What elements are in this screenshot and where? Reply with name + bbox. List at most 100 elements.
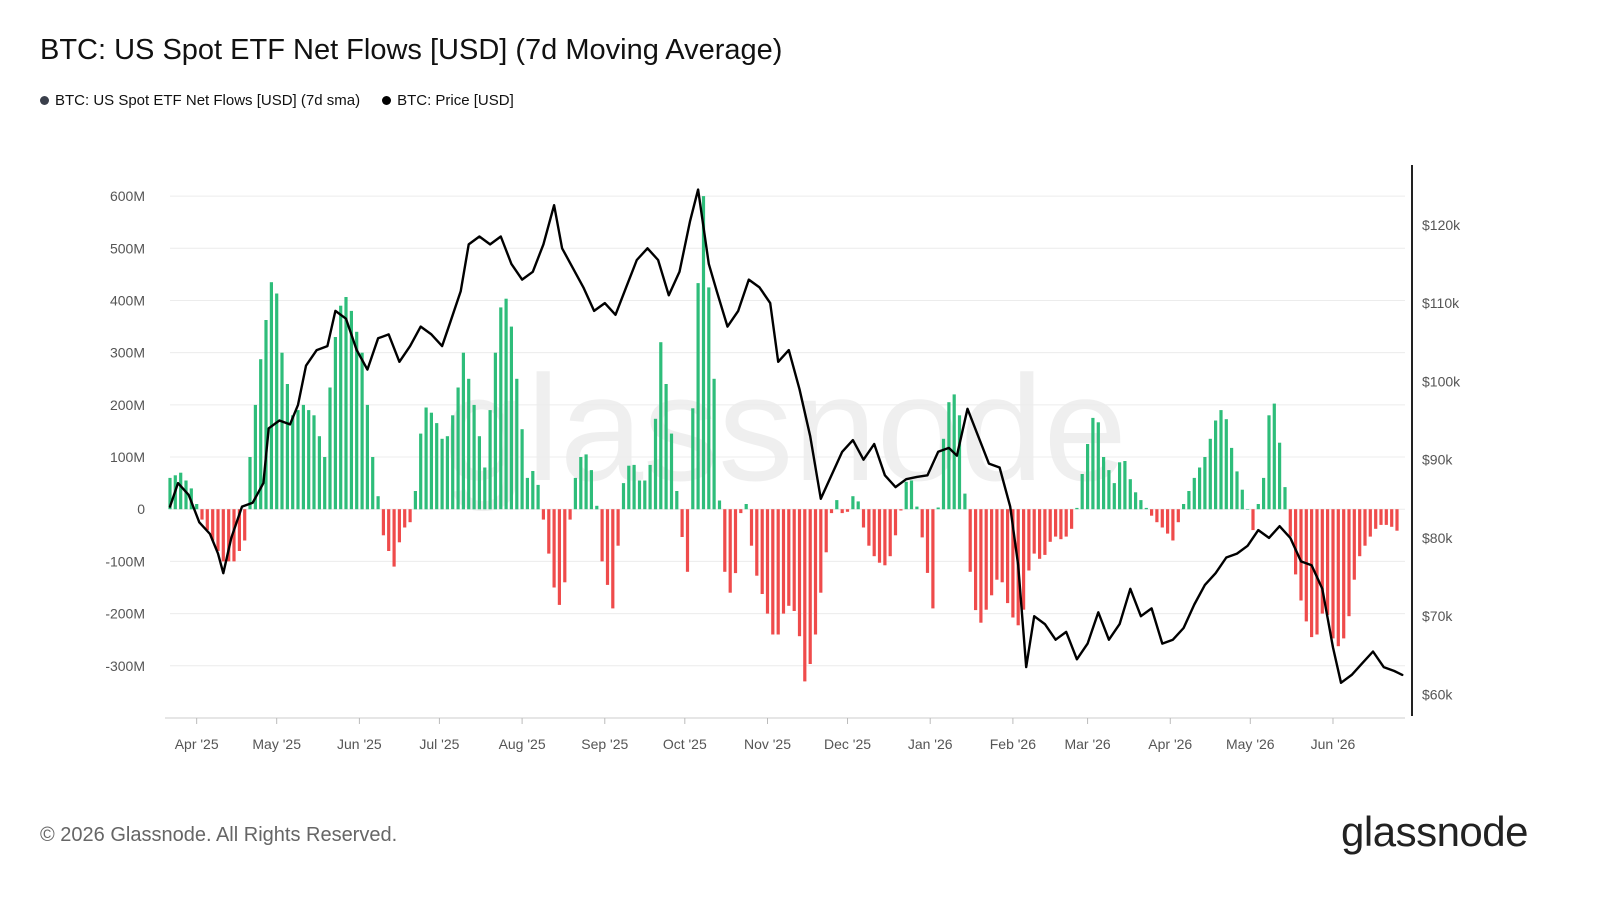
- flow-bar: [653, 418, 658, 510]
- x-tick-label: Oct '25: [663, 736, 707, 752]
- flow-bar: [184, 480, 188, 510]
- flow-bar: [1150, 509, 1154, 516]
- flow-bar: [819, 509, 823, 593]
- flow-bar: [909, 480, 914, 510]
- flow-bar: [1320, 509, 1324, 614]
- x-tick-label: Jan '26: [908, 736, 953, 752]
- x-tick-label: Jun '26: [1311, 736, 1356, 752]
- flow-bar: [248, 457, 252, 510]
- flow-bar: [1048, 509, 1052, 542]
- flow-bar: [301, 404, 305, 510]
- flow-bar: [1368, 509, 1372, 537]
- flow-bar: [264, 320, 268, 510]
- flow-bar: [1043, 509, 1047, 555]
- flow-bar: [1315, 509, 1319, 635]
- flow-bar: [371, 457, 375, 510]
- flow-bar: [461, 352, 465, 510]
- x-tick-label: Aug '25: [499, 736, 546, 752]
- flow-bar: [1246, 509, 1250, 510]
- flow-bar: [648, 464, 652, 510]
- flow-bar: [355, 331, 359, 510]
- legend-label-flows: BTC: US Spot ETF Net Flows [USD] (7d sma…: [55, 92, 361, 109]
- flow-bar: [1166, 509, 1170, 534]
- flow-bar: [499, 307, 503, 510]
- flow-bar: [381, 509, 385, 536]
- flow-bar: [707, 287, 711, 510]
- flow-bar: [920, 509, 924, 538]
- flow-bar: [717, 500, 722, 510]
- flow-bar: [1219, 410, 1223, 510]
- flow-bar: [1203, 457, 1207, 510]
- flow-bar: [808, 509, 812, 664]
- flow-bar: [392, 509, 396, 567]
- flow-bar: [851, 496, 855, 510]
- flow-bar: [744, 504, 748, 510]
- flow-bar: [995, 509, 999, 580]
- flow-bar: [893, 509, 898, 536]
- flow-bar: [259, 359, 263, 510]
- flow-bar: [243, 509, 247, 541]
- flow-bar: [1235, 471, 1239, 510]
- legend-item-price[interactable]: BTC: Price [USD]: [382, 92, 514, 109]
- flow-bar: [563, 509, 567, 583]
- flow-bar: [1198, 467, 1202, 510]
- flow-bar: [1390, 509, 1394, 527]
- flow-bar: [589, 470, 593, 510]
- y-right-tick-label: $110k: [1422, 295, 1460, 311]
- flow-bar: [595, 505, 599, 510]
- flow-bar: [1000, 509, 1004, 583]
- flow-bar: [547, 509, 551, 554]
- x-tick-label: Feb '26: [990, 736, 1036, 752]
- flow-bar: [413, 491, 417, 510]
- legend-item-flows[interactable]: BTC: US Spot ETF Net Flows [USD] (7d sma…: [40, 92, 360, 109]
- flow-bar: [200, 509, 204, 520]
- flow-bar: [1059, 509, 1063, 540]
- flow-bar: [877, 509, 882, 563]
- flow-bar: [957, 415, 962, 510]
- flow-bar: [813, 509, 818, 635]
- flow-bar: [941, 438, 946, 510]
- flow-bar: [328, 387, 332, 510]
- price-line-group: [168, 188, 1404, 684]
- flow-bar: [205, 509, 209, 531]
- flow-bar: [899, 509, 903, 511]
- flow-bar: [531, 471, 535, 510]
- flow-bar: [307, 410, 311, 510]
- flow-bar: [573, 477, 577, 510]
- flow-bar: [1118, 462, 1122, 510]
- flow-bar: [637, 480, 642, 510]
- flow-bar: [504, 298, 508, 510]
- flow-bar: [387, 509, 391, 551]
- x-tick-label: Jul '25: [419, 736, 459, 752]
- flow-bar: [845, 509, 850, 512]
- x-tick-label: Mar '26: [1064, 736, 1110, 752]
- flow-bar: [1075, 507, 1079, 510]
- flow-bar: [456, 387, 460, 510]
- flow-bar: [1240, 489, 1244, 510]
- x-tick-label: Jun '25: [337, 736, 382, 752]
- flow-bar: [1182, 504, 1186, 510]
- flow-bar: [963, 493, 967, 510]
- flow-bar: [867, 509, 871, 546]
- flow-bar: [419, 433, 423, 510]
- flow-bar: [179, 472, 183, 510]
- flow-bar: [221, 509, 225, 562]
- flow-bar: [781, 509, 786, 614]
- flow-bar: [1352, 509, 1356, 580]
- flow-bar: [1288, 509, 1292, 537]
- flow-bar: [237, 509, 241, 551]
- y-right-tick-label: $120k: [1422, 217, 1461, 233]
- flow-bar: [840, 509, 844, 514]
- flow-bar: [541, 509, 545, 520]
- flow-bar: [1326, 509, 1330, 615]
- y-right-tick-label: $70k: [1422, 608, 1453, 624]
- flow-bar: [1160, 509, 1164, 528]
- brand-logo: glassnode: [1341, 808, 1528, 855]
- y-left-tick-label: 400M: [110, 292, 145, 308]
- flow-bar: [611, 509, 615, 609]
- x-tick-label: May '26: [1226, 736, 1275, 752]
- flow-bar: [776, 509, 780, 635]
- flow-bar: [1171, 509, 1175, 541]
- flow-bar: [974, 509, 978, 611]
